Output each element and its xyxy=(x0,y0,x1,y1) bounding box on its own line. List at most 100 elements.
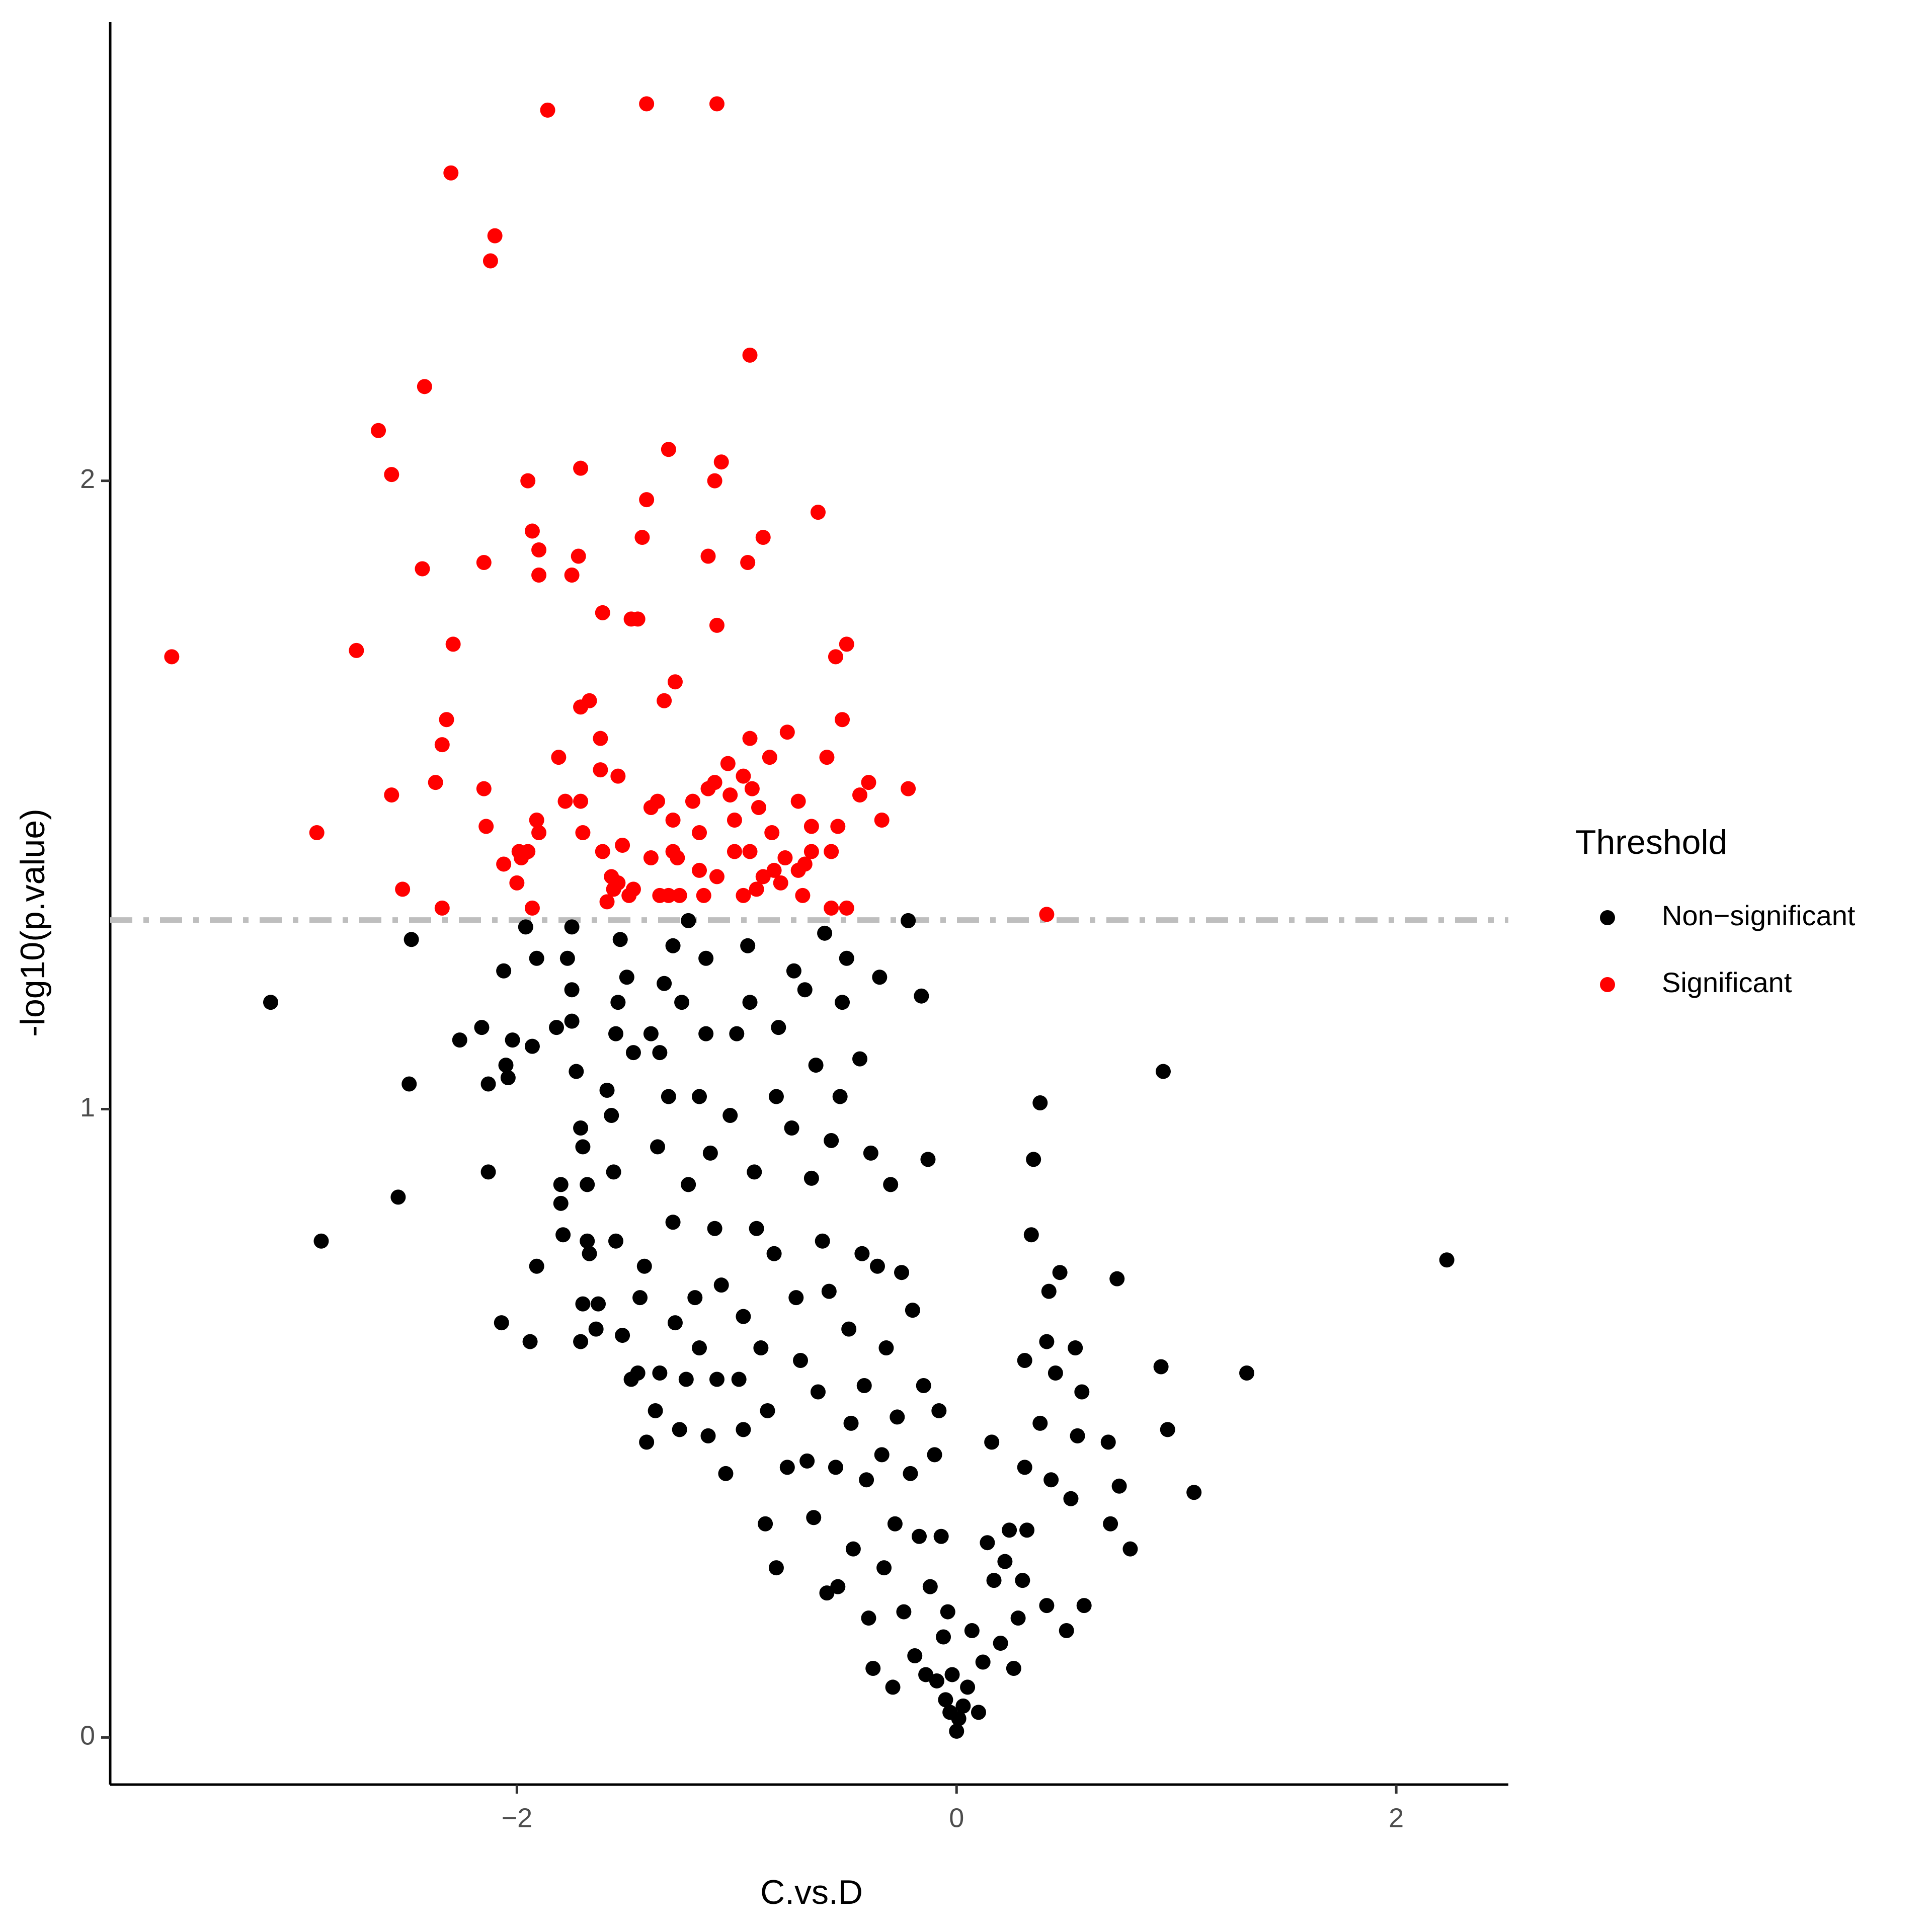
point xyxy=(643,1026,659,1041)
point xyxy=(573,1120,589,1136)
point xyxy=(661,1089,676,1104)
point xyxy=(518,919,533,935)
point xyxy=(667,674,683,690)
point xyxy=(1153,1359,1169,1375)
point xyxy=(810,505,826,520)
point xyxy=(824,900,839,916)
point xyxy=(872,970,888,985)
point xyxy=(760,1403,775,1418)
point xyxy=(1239,1365,1255,1381)
point xyxy=(764,825,780,841)
point xyxy=(863,1145,878,1161)
point xyxy=(971,1705,986,1720)
point xyxy=(861,1611,876,1626)
point xyxy=(901,913,916,928)
point xyxy=(795,888,811,903)
point xyxy=(727,813,742,828)
point xyxy=(685,793,700,809)
point xyxy=(722,787,738,803)
point xyxy=(740,938,756,953)
point xyxy=(1017,1460,1032,1475)
point xyxy=(806,1510,822,1525)
point xyxy=(313,1233,329,1249)
point xyxy=(580,1233,595,1249)
point xyxy=(839,636,854,652)
point xyxy=(793,1353,809,1369)
point xyxy=(520,473,536,489)
point xyxy=(643,800,659,816)
point xyxy=(727,844,742,859)
point xyxy=(575,1139,591,1155)
point xyxy=(824,844,839,859)
point xyxy=(643,850,659,865)
point xyxy=(821,1283,837,1299)
point xyxy=(839,900,854,916)
point xyxy=(498,1058,514,1073)
point xyxy=(700,781,716,796)
legend-marker xyxy=(1600,910,1615,925)
point xyxy=(755,530,771,545)
point xyxy=(1002,1522,1017,1538)
point xyxy=(720,756,736,771)
point xyxy=(384,467,399,482)
point xyxy=(1063,1491,1079,1506)
point xyxy=(799,1453,815,1469)
point xyxy=(707,1221,722,1236)
point xyxy=(428,775,443,790)
point xyxy=(580,1177,595,1192)
point xyxy=(1160,1422,1175,1437)
point xyxy=(452,1032,467,1048)
point xyxy=(766,862,782,878)
point xyxy=(980,1535,995,1551)
point xyxy=(564,1013,580,1029)
point xyxy=(474,1020,490,1035)
point xyxy=(593,731,608,746)
point xyxy=(687,1290,703,1306)
point xyxy=(573,699,589,715)
point xyxy=(595,844,610,859)
point xyxy=(401,1076,417,1092)
point xyxy=(828,1460,843,1475)
point xyxy=(824,1133,839,1148)
point xyxy=(1023,1227,1039,1243)
point xyxy=(309,825,325,841)
point xyxy=(709,617,725,633)
point xyxy=(700,1428,716,1443)
point xyxy=(874,1447,890,1463)
point xyxy=(949,1723,964,1739)
point xyxy=(753,1340,769,1356)
point xyxy=(604,1107,619,1123)
point xyxy=(639,492,655,508)
point xyxy=(480,1076,496,1092)
point xyxy=(803,844,819,859)
point xyxy=(696,888,711,903)
point xyxy=(476,555,492,571)
point xyxy=(803,1170,819,1186)
point xyxy=(553,1177,569,1192)
point xyxy=(371,423,386,438)
point xyxy=(1186,1485,1202,1500)
point xyxy=(564,567,580,583)
point xyxy=(887,1516,903,1532)
point xyxy=(964,1623,980,1639)
point xyxy=(1070,1428,1085,1443)
point xyxy=(747,1164,762,1180)
point xyxy=(417,379,432,394)
point xyxy=(678,1372,694,1387)
point xyxy=(749,1221,764,1236)
point xyxy=(621,888,637,903)
point xyxy=(768,1089,784,1104)
point xyxy=(841,1321,857,1337)
point xyxy=(771,1020,786,1035)
point xyxy=(573,1334,589,1349)
point xyxy=(698,950,714,966)
point xyxy=(835,712,850,728)
point xyxy=(625,1045,641,1061)
point xyxy=(933,1528,949,1544)
point xyxy=(839,950,854,966)
point xyxy=(702,1145,718,1161)
y-axis-title: -log10(p.value) xyxy=(14,809,52,1037)
legend-label: Significant xyxy=(1662,967,1792,998)
point xyxy=(529,813,544,828)
point xyxy=(803,819,819,834)
